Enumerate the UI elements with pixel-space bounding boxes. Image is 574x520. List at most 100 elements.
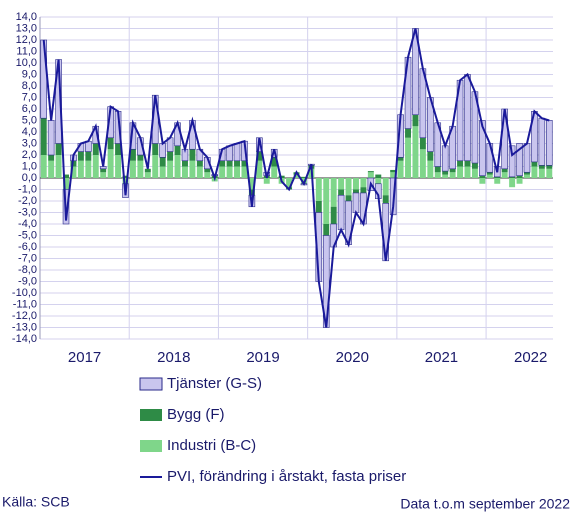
bar (122, 175, 129, 178)
bar (464, 160, 471, 167)
bar (546, 120, 553, 166)
bar (196, 166, 203, 178)
y-tick-label: 4,0 (22, 126, 37, 138)
bar (55, 155, 62, 178)
bar (449, 172, 456, 178)
bar (144, 168, 151, 173)
bar (360, 178, 367, 188)
bar (77, 160, 84, 178)
bar (234, 166, 240, 178)
bar (405, 128, 411, 138)
bar (471, 168, 478, 178)
x-tick-label: 2021 (425, 349, 458, 366)
bar (241, 166, 248, 178)
y-tick-label: -5,0 (18, 229, 37, 241)
bar (434, 172, 441, 178)
y-tick-label: 13,0 (16, 22, 37, 34)
bar (382, 195, 389, 204)
y-tick-label: 5,0 (22, 114, 37, 126)
bar (107, 137, 114, 150)
bar (226, 166, 233, 178)
y-tick-label: -12,0 (12, 310, 37, 322)
bar (107, 149, 114, 178)
source: Källa: SCB (2, 494, 70, 510)
bar (464, 74, 471, 162)
bar (137, 160, 144, 178)
bar (419, 149, 426, 178)
bar (63, 174, 69, 178)
bar (300, 176, 307, 178)
bar (367, 172, 374, 178)
bar (390, 169, 397, 173)
bar (48, 155, 55, 161)
bar (442, 171, 449, 175)
legend-label: Industri (B-C) (167, 437, 256, 454)
bar (77, 151, 84, 161)
bar (122, 178, 129, 184)
x-tick-label: 2018 (157, 349, 190, 366)
bar (524, 172, 530, 175)
bar (144, 172, 151, 178)
x-tick-label: 2017 (68, 349, 101, 366)
y-tick-label: 6,0 (22, 103, 37, 115)
bar (152, 155, 159, 178)
bar (486, 174, 493, 178)
y-tick-label: -2,0 (18, 195, 37, 207)
y-tick-label: -8,0 (18, 264, 37, 276)
legend-swatch (139, 377, 163, 391)
bar (189, 149, 196, 161)
bar (516, 178, 523, 184)
bar (546, 168, 553, 178)
bar (494, 176, 501, 178)
bar (479, 175, 486, 178)
legend-label: Bygg (F) (167, 406, 225, 423)
bar (345, 178, 352, 196)
bar (457, 166, 464, 178)
y-tick-label: 11,0 (16, 45, 37, 57)
bar (85, 160, 92, 178)
bar (40, 155, 47, 178)
bar (375, 174, 382, 178)
bar (167, 151, 174, 161)
bar (434, 166, 441, 173)
bar (63, 178, 69, 190)
bar (412, 126, 419, 178)
bar (457, 160, 464, 167)
y-tick-label: -9,0 (18, 275, 37, 287)
bar (382, 178, 389, 196)
bar (352, 192, 360, 213)
bar (167, 160, 174, 178)
bar (286, 178, 293, 188)
y-tick-label: 12,0 (16, 34, 37, 46)
bar (338, 178, 345, 190)
bar (479, 178, 486, 184)
y-tick-label: -11,0 (13, 298, 37, 310)
bar (278, 175, 285, 178)
y-tick-label: -14,0 (12, 333, 37, 345)
bar (256, 160, 263, 178)
y-tick-label: -1,0 (18, 183, 37, 195)
bar (516, 143, 523, 177)
x-tick-label: 2019 (246, 349, 279, 366)
bar (397, 157, 404, 161)
bar (182, 160, 188, 167)
bar (293, 174, 300, 178)
bar (367, 171, 374, 173)
bar (182, 166, 188, 178)
bar (524, 174, 530, 178)
bar (100, 168, 107, 173)
legend-swatch (140, 409, 162, 421)
y-tick-label: 7,0 (22, 91, 37, 103)
bar (152, 143, 159, 155)
bar (538, 165, 545, 169)
bar (442, 174, 449, 178)
y-tick-label: -4,0 (18, 218, 37, 230)
bar (479, 120, 486, 177)
bar (531, 161, 538, 167)
bar (241, 160, 248, 167)
bar (159, 166, 166, 178)
note: Data t.o.m september 2022 (400, 496, 570, 512)
legend-label: PVI, förändring i årstakt, fasta priser (167, 468, 406, 485)
bar (471, 163, 478, 169)
